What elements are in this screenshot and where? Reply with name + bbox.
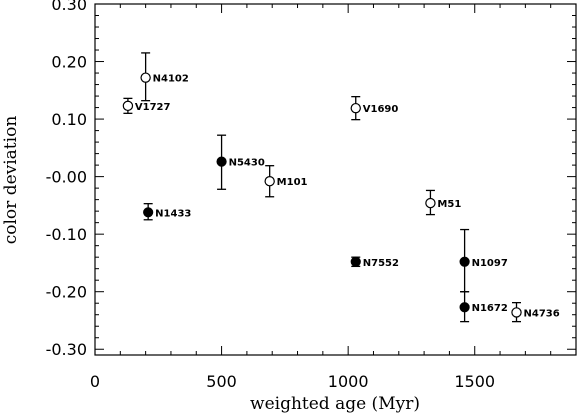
x-tick-label: 1500 <box>454 372 495 391</box>
point-label: N1097 <box>472 258 508 269</box>
y-axis-title: color deviation <box>1 116 21 245</box>
y-tick-label: -0.20 <box>46 283 87 302</box>
open-marker <box>511 307 522 318</box>
data-point-n7552: N7552 <box>350 256 399 269</box>
y-tick-label: 0.30 <box>51 0 87 14</box>
filled-marker <box>459 302 470 313</box>
filled-marker <box>143 207 154 218</box>
filled-marker <box>459 256 470 267</box>
data-point-m101: M101 <box>264 165 308 198</box>
x-tick-label: 1000 <box>328 372 369 391</box>
open-marker <box>350 102 361 114</box>
point-label: N1433 <box>155 208 191 219</box>
open-marker <box>264 176 275 187</box>
data-points: N4102 V1727 V1690 N5430 M101 N1433 M51 N7552 N10… <box>122 52 560 323</box>
open-marker <box>425 197 436 209</box>
x-tick-label: 0 <box>90 372 100 391</box>
y-tick-label: -0.00 <box>46 168 87 187</box>
y-tick-label: 0.20 <box>51 53 87 72</box>
data-point-n4102: N4102 <box>140 52 189 102</box>
x-tick-label: 500 <box>206 372 237 391</box>
y-tick-label: -0.30 <box>46 340 87 359</box>
point-label: N1672 <box>472 303 508 314</box>
point-label: N4102 <box>153 74 189 85</box>
point-label: M101 <box>277 177 308 188</box>
data-point-v1727: V1727 <box>122 97 171 114</box>
data-point-n5430: N5430 <box>216 134 265 190</box>
point-label: N4736 <box>524 308 560 319</box>
point-label: N7552 <box>363 258 399 269</box>
data-point-n1433: N1433 <box>143 203 191 221</box>
point-label: N5430 <box>229 158 265 169</box>
y-tick-label: -0.10 <box>46 225 87 244</box>
y-tick-label: 0.10 <box>51 110 87 129</box>
plot-frame <box>94 3 577 356</box>
data-point-n4736: N4736 <box>511 301 560 323</box>
x-axis-title: weighted age (Myr) <box>250 394 420 414</box>
axis-ticks: 0 500 1000 1500 0.30 0.20 0.10 -0.00 -0.10 -0.20 -… <box>46 0 576 391</box>
data-point-v1690: V1690 <box>350 95 399 121</box>
filled-marker <box>216 156 227 167</box>
filled-marker <box>350 256 361 267</box>
data-point-n1672: N1672 <box>459 291 508 323</box>
data-point-m51: M51 <box>425 189 461 216</box>
open-marker <box>122 100 134 112</box>
open-marker <box>140 72 151 83</box>
point-label: V1727 <box>135 102 171 113</box>
data-point-n1097: N1097 <box>459 228 508 293</box>
point-label: V1690 <box>363 104 399 115</box>
point-label: M51 <box>437 199 461 210</box>
